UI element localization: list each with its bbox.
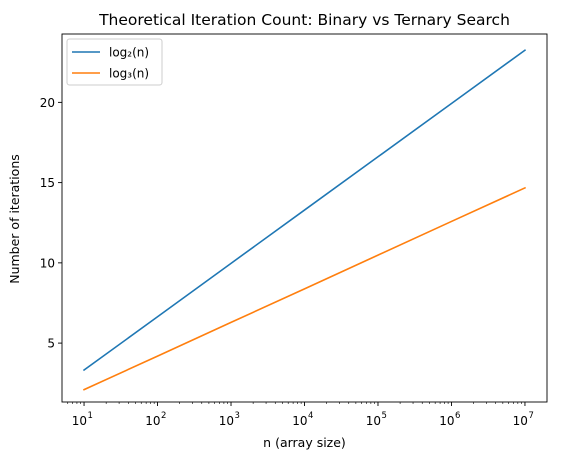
y-tick-label: 10	[40, 256, 55, 270]
x-tick-exponent: 2	[161, 411, 166, 421]
x-tick-label: 10	[219, 414, 234, 428]
x-tick-label: 10	[366, 414, 381, 428]
plot-area: 10 1 10 2 10 3 10 4 10 5 10 6 10 75101520log₂(n)log₃(…	[40, 33, 548, 428]
legend-label: log₃(n)	[109, 67, 149, 81]
x-tick-label: 10	[145, 414, 160, 428]
chart-title: Theoretical Iteration Count: Binary vs T…	[98, 11, 510, 29]
y-tick-label: 20	[40, 96, 55, 110]
x-tick-label: 10	[513, 414, 528, 428]
x-tick-exponent: 1	[88, 411, 93, 421]
x-tick-exponent: 3	[235, 411, 240, 421]
y-tick-label: 5	[47, 337, 55, 351]
series-line-log2	[82, 49, 527, 372]
x-tick-label: 10	[292, 414, 307, 428]
x-tick-exponent: 7	[528, 411, 533, 421]
x-tick-label: 10	[439, 414, 454, 428]
legend: log₂(n) log₃(n)	[66, 38, 163, 86]
x-tick-label: 10	[72, 414, 87, 428]
x-axis-label: n (array size)	[263, 435, 346, 450]
y-axis-label: Number of iterations	[7, 154, 22, 284]
series-line-log3	[82, 186, 527, 391]
y-tick-label: 15	[40, 176, 55, 190]
x-tick-exponent: 4	[308, 411, 313, 421]
x-tick-exponent: 6	[455, 411, 460, 421]
x-tick-exponent: 5	[381, 411, 386, 421]
legend-label: log₂(n)	[109, 46, 149, 60]
